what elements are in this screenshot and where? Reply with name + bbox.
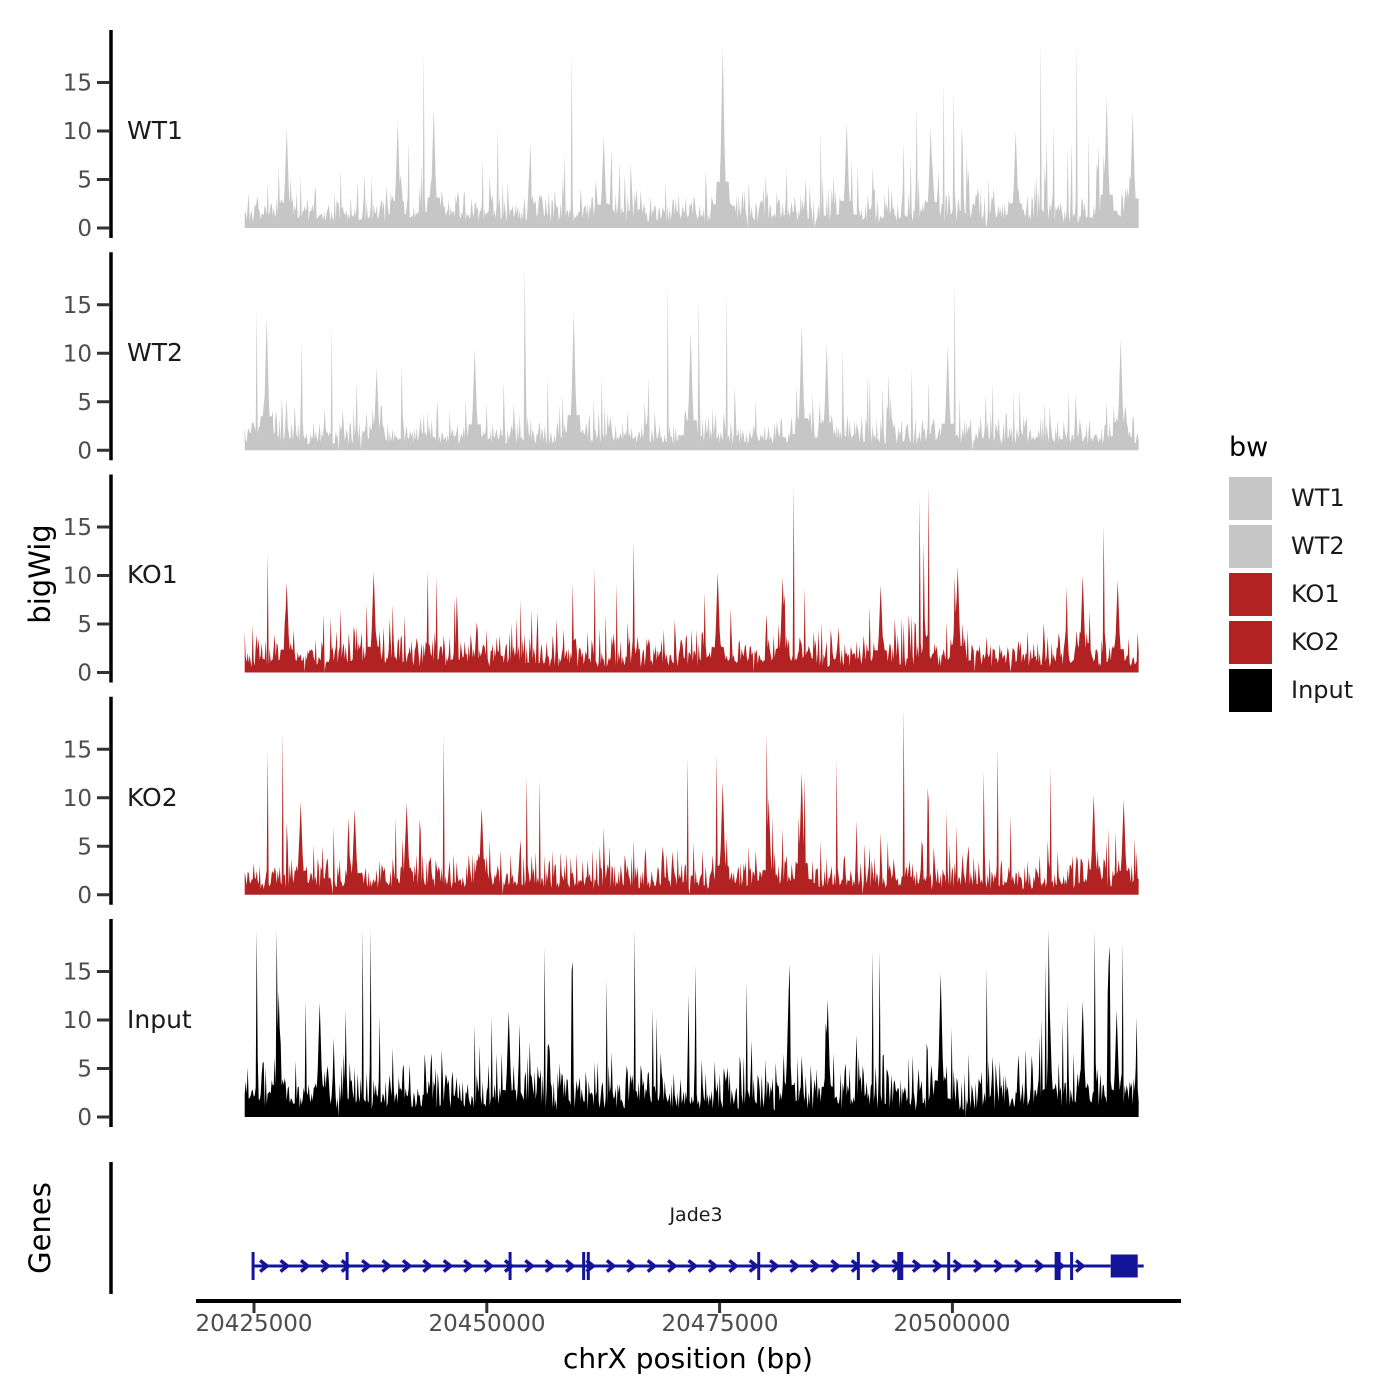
y-tick-label: 15: [63, 515, 92, 541]
legend: bw WT1 WT2 KO1 KO2 Input: [1229, 432, 1399, 717]
strand-arrow-icon: [952, 1259, 964, 1273]
y-tick-label: 5: [77, 834, 92, 860]
track-label-wt1: WT1: [127, 116, 183, 145]
strand-arrow-icon: [993, 1259, 1005, 1273]
strand-arrow-icon: [422, 1259, 434, 1273]
strand-arrow-icon: [565, 1259, 576, 1273]
strand-arrow-icon: [932, 1259, 944, 1273]
x-tick-label-20475000: 20475000: [661, 1311, 779, 1337]
y-tick-label: 0: [77, 883, 92, 909]
y-tick-label: 10: [63, 119, 92, 145]
legend-item-input: Input: [1229, 669, 1399, 712]
strand-arrow-icon: [707, 1259, 719, 1273]
legend-title: bw: [1229, 432, 1269, 463]
legend-item-wt1: WT1: [1229, 477, 1399, 520]
strand-arrow-icon: [524, 1259, 536, 1273]
strand-arrow-icon: [830, 1259, 842, 1273]
legend-swatch-wt1: [1229, 477, 1272, 520]
y-tick-label: 0: [77, 216, 92, 242]
strand-arrow-icon: [605, 1259, 617, 1273]
legend-item-wt2: WT2: [1229, 525, 1399, 568]
x-tick-label-20450000: 20450000: [428, 1311, 546, 1337]
y-tick-label: 15: [63, 737, 92, 763]
strand-arrow-icon: [646, 1259, 658, 1273]
strand-arrow-icon: [463, 1259, 474, 1273]
strand-arrow-icon: [442, 1259, 454, 1273]
strand-arrow-icon: [1075, 1259, 1086, 1273]
legend-label-wt2: WT2: [1291, 532, 1345, 560]
strand-arrow-icon: [340, 1259, 352, 1273]
strand-arrow-icon: [401, 1259, 413, 1273]
strand-arrow-icon: [503, 1259, 515, 1273]
strand-arrow-icon: [687, 1259, 699, 1273]
y-tick-label: 10: [63, 1008, 92, 1034]
genes-axis-title: Genes: [23, 1182, 57, 1274]
coverage-wt2: [244, 264, 1139, 451]
coverage-ko2: [244, 707, 1139, 895]
coverage-input: [244, 929, 1139, 1117]
strand-arrow-icon: [748, 1259, 760, 1273]
strand-arrow-icon: [483, 1259, 495, 1273]
strand-arrow-icon: [728, 1259, 740, 1273]
track-label-ko2: KO2: [127, 783, 178, 812]
legend-swatch-ko2: [1229, 621, 1272, 664]
y-tick-label: 5: [77, 1057, 92, 1083]
y-tick-label: 5: [77, 612, 92, 638]
legend-label-ko2: KO2: [1291, 628, 1340, 656]
y-axis-title: bigWig: [23, 524, 57, 624]
legend-item-ko1: KO1: [1229, 573, 1399, 616]
strand-arrow-icon: [626, 1259, 638, 1273]
strand-arrow-icon: [911, 1259, 923, 1273]
x-tick-label-20425000: 20425000: [195, 1311, 313, 1337]
coverage-wt1: [244, 40, 1139, 228]
legend-label-ko1: KO1: [1291, 580, 1340, 608]
strand-arrow-icon: [259, 1259, 270, 1273]
legend-item-ko2: KO2: [1229, 621, 1399, 664]
terminal-exon: [1110, 1254, 1138, 1278]
strand-arrow-icon: [299, 1259, 311, 1273]
strand-arrow-icon: [789, 1259, 801, 1273]
gene-name-label: Jade3: [669, 1204, 723, 1226]
strand-arrow-icon: [381, 1259, 393, 1273]
strand-arrow-icon: [973, 1259, 984, 1273]
y-tick-label: 15: [63, 71, 92, 97]
y-tick-label: 0: [77, 1105, 92, 1131]
coverage-ko1: [244, 485, 1139, 673]
track-label-ko1: KO1: [127, 560, 178, 589]
track-label-wt2: WT2: [127, 338, 183, 367]
strand-arrow-icon: [320, 1259, 332, 1273]
strand-arrow-icon: [871, 1259, 882, 1273]
x-tick-label-20500000: 20500000: [893, 1311, 1011, 1337]
y-tick-label: 10: [63, 341, 92, 367]
y-tick-label: 15: [63, 960, 92, 986]
strand-arrow-icon: [1013, 1259, 1025, 1273]
legend-label-wt1: WT1: [1291, 484, 1345, 512]
strand-arrow-icon: [769, 1259, 780, 1273]
legend-swatch-ko1: [1229, 573, 1272, 616]
y-tick-label: 0: [77, 438, 92, 464]
x-axis-title: chrX position (bp): [563, 1342, 813, 1375]
y-tick-label: 10: [63, 564, 92, 590]
strand-arrow-icon: [809, 1259, 821, 1273]
strand-arrow-icon: [1034, 1259, 1046, 1273]
y-tick-label: 5: [77, 390, 92, 416]
strand-arrow-icon: [361, 1259, 372, 1273]
track-label-input: Input: [127, 1005, 192, 1034]
y-tick-label: 5: [77, 168, 92, 194]
y-tick-label: 15: [63, 293, 92, 319]
y-tick-label: 0: [77, 661, 92, 687]
strand-arrow-icon: [667, 1259, 678, 1273]
strand-arrow-icon: [544, 1259, 556, 1273]
legend-label-input: Input: [1291, 676, 1354, 704]
legend-swatch-input: [1229, 669, 1272, 712]
legend-swatch-wt2: [1229, 525, 1272, 568]
strand-arrow-icon: [279, 1259, 291, 1273]
y-tick-label: 10: [63, 786, 92, 812]
